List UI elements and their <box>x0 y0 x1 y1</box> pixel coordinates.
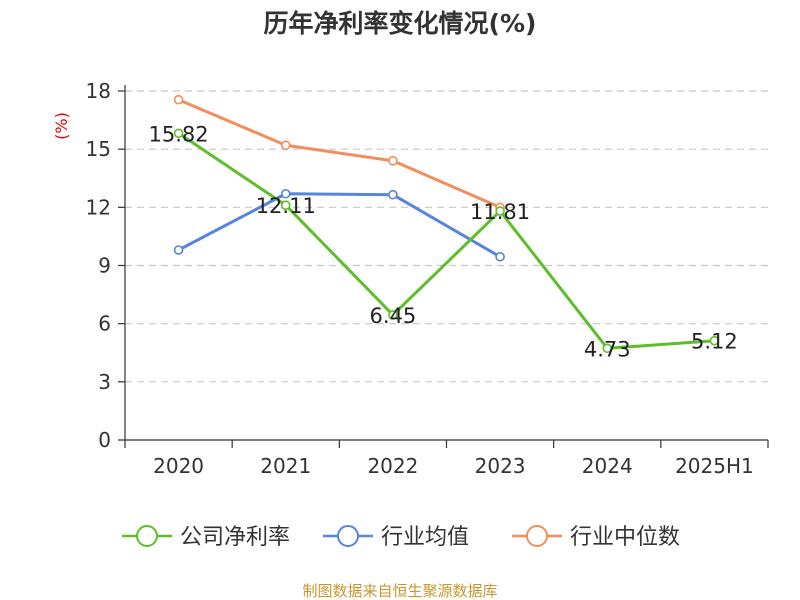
data-label: 6.45 <box>370 304 417 328</box>
legend-item: 行业均值 <box>323 525 469 550</box>
y-tick-label: 12 <box>86 195 111 219</box>
data-point <box>173 94 184 105</box>
data-label: 15.82 <box>149 122 209 146</box>
axes <box>118 85 769 448</box>
legend-label: 公司净利率 <box>180 525 290 550</box>
data-point <box>709 335 720 346</box>
series-industry-average <box>173 188 505 262</box>
chart-title: 历年净利率变化情况(%) <box>264 9 537 38</box>
legend-label: 行业中位数 <box>570 525 680 550</box>
data-point <box>280 200 291 211</box>
y-axis-unit: (%) <box>52 112 71 140</box>
x-axis-ticks: 2020 2021 2022 2023 2024 2025H1 <box>153 454 754 478</box>
y-tick-label: 3 <box>98 370 111 394</box>
series-line <box>177 132 715 350</box>
legend-marker <box>526 525 548 547</box>
series-line <box>177 98 501 209</box>
y-tick-label: 9 <box>98 254 111 278</box>
x-tick-label: 2025H1 <box>675 454 754 478</box>
data-label: 11.81 <box>470 200 530 224</box>
x-tick-label: 2022 <box>367 454 418 478</box>
series-company-net-margin <box>173 128 720 354</box>
y-tick-label: 0 <box>98 428 111 452</box>
legend: 公司净利率 行业均值 行业中位数 <box>122 525 680 550</box>
data-labels: 15.82 12.11 6.45 11.81 4.73 5.12 <box>149 122 738 361</box>
data-label: 12.11 <box>256 194 316 218</box>
data-point <box>495 206 505 216</box>
y-tick-label: 6 <box>98 312 111 336</box>
data-label: 4.73 <box>584 337 631 361</box>
y-tick-label: 18 <box>86 79 111 103</box>
series-lines <box>173 94 720 354</box>
y-axis-ticks: 0 3 6 9 12 15 18 <box>86 79 111 452</box>
data-point <box>602 343 613 354</box>
data-point <box>280 188 291 199</box>
legend-item: 公司净利率 <box>122 525 290 550</box>
series-line <box>177 192 501 259</box>
data-point <box>388 310 398 320</box>
data-point <box>388 189 398 200</box>
source-note: 制图数据来自恒生聚源数据库 <box>302 582 497 600</box>
data-point <box>388 156 398 166</box>
data-label: 5.12 <box>691 330 738 354</box>
x-tick-label: 2023 <box>475 454 526 478</box>
x-tick-label: 2021 <box>260 454 311 478</box>
gridlines <box>125 90 768 383</box>
data-point <box>173 245 184 255</box>
x-tick-label: 2020 <box>153 454 204 478</box>
legend-label: 行业均值 <box>381 525 469 550</box>
legend-marker <box>136 525 158 547</box>
data-point <box>280 140 291 151</box>
legend-item: 行业中位数 <box>512 525 680 550</box>
y-tick-label: 15 <box>86 137 111 161</box>
x-tick-label: 2024 <box>582 454 633 478</box>
data-point <box>495 251 505 262</box>
data-point <box>173 128 184 139</box>
legend-marker <box>337 525 359 547</box>
